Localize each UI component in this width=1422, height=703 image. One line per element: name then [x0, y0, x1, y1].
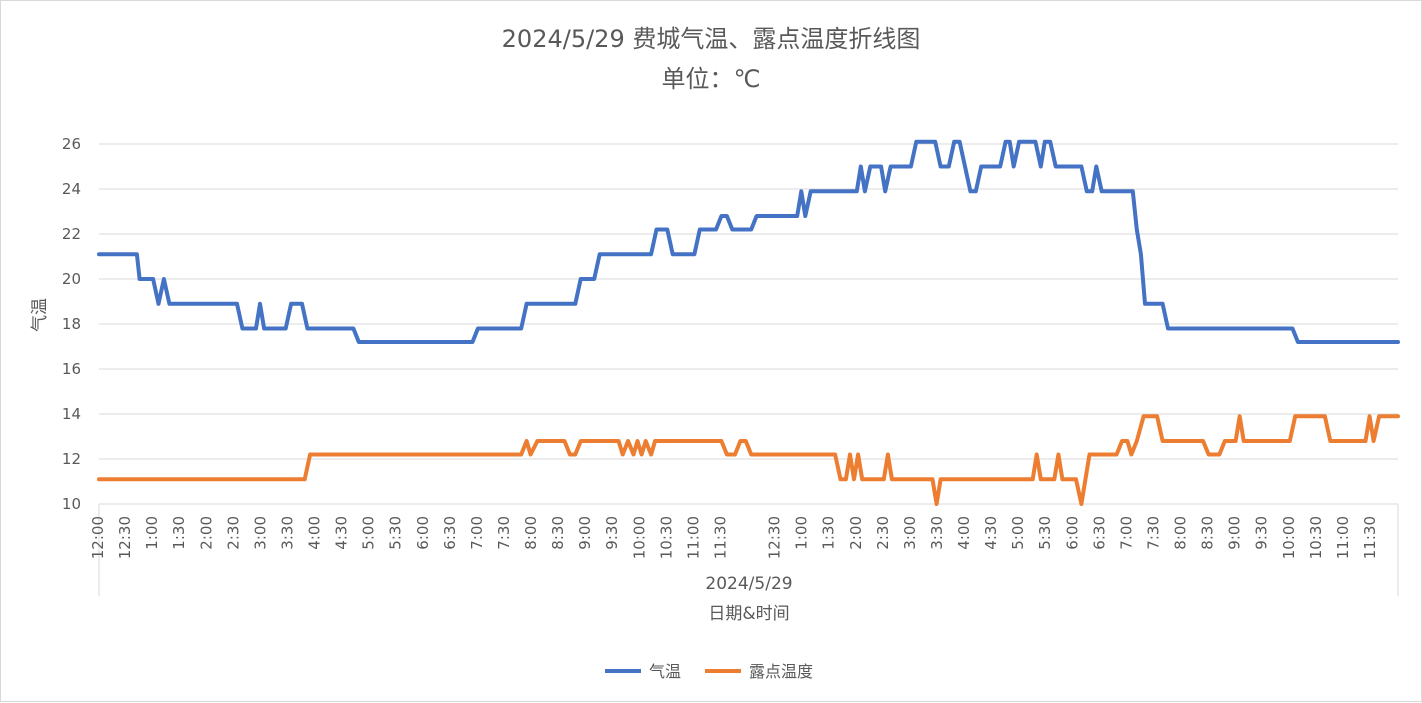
x-tick-label: 5:00: [360, 516, 378, 550]
x-tick-label: 5:30: [1036, 516, 1054, 550]
series-line-dewpoint: [97, 414, 1400, 506]
x-tick-label: 11:30: [711, 516, 729, 559]
y-axis-title: 气温: [30, 298, 50, 332]
x-tick-label: 8:30: [1199, 516, 1217, 550]
x-tick-label: 10:30: [1307, 516, 1325, 559]
x-tick-label: 1:30: [820, 516, 838, 550]
x-tick-label: 9:30: [1253, 516, 1271, 550]
x-tick-label: 2:00: [847, 516, 865, 550]
legend-label-dewpoint: 露点温度: [749, 662, 813, 681]
y-tick-label: 24: [62, 180, 81, 198]
x-tick-label: 10:00: [630, 516, 648, 559]
y-tick-label: 26: [62, 135, 81, 153]
x-tick-label: 3:30: [928, 516, 946, 550]
x-tick-label: 7:30: [495, 516, 513, 550]
x-tick-label: 9:30: [603, 516, 621, 550]
x-tick-label: 10:00: [1280, 516, 1298, 559]
chart-subtitle: 单位：℃: [662, 65, 761, 93]
x-tick-label: 5:30: [387, 516, 405, 550]
x-tick-label: 1:00: [793, 516, 811, 550]
series-line-temperature: [97, 139, 1400, 344]
gridlines: [98, 143, 1399, 596]
x-tick-label: 7:30: [1144, 516, 1162, 550]
x-tick-label: 12:00: [89, 516, 107, 559]
x-tick-label: 7:00: [1117, 516, 1135, 550]
x-tick-label: 4:00: [306, 516, 324, 550]
y-tick-label: 14: [62, 405, 81, 423]
x-tick-label: 2:30: [874, 516, 892, 550]
x-tick-label: 6:00: [414, 516, 432, 550]
x-tick-label: 11:00: [684, 516, 702, 559]
x-tick-label: 4:30: [982, 516, 1000, 550]
x-tick-label: 1:30: [170, 516, 188, 550]
x-tick-label: 4:00: [955, 516, 973, 550]
y-tick-label: 22: [62, 225, 81, 243]
x-tick-label: 5:00: [1009, 516, 1027, 550]
x-tick-label: 6:30: [1090, 516, 1108, 550]
x-tick-label: 9:00: [1226, 516, 1244, 550]
x-tick-label: 4:30: [333, 516, 351, 550]
legend-label-temperature: 气温: [649, 662, 681, 681]
legend: 气温 露点温度: [605, 662, 813, 681]
x-tick-label: 8:00: [1172, 516, 1190, 550]
x-tick-label: 7:00: [468, 516, 486, 550]
x-tick-label: 1:00: [143, 516, 161, 550]
y-tick-label: 12: [62, 450, 81, 468]
x-tick-label: 2:30: [224, 516, 242, 550]
x-tick-label: 8:00: [522, 516, 540, 550]
x-tick-label: 3:00: [901, 516, 919, 550]
series-lines: [97, 139, 1400, 506]
y-axis-ticks: 10 12 14 16 18 20 22 24 26: [62, 135, 81, 513]
x-tick-label: 6:30: [441, 516, 459, 550]
y-tick-label: 18: [62, 315, 81, 333]
x-tick-label: 9:00: [576, 516, 594, 550]
x-tick-label: 2:00: [197, 516, 215, 550]
x-tick-label: 11:00: [1334, 516, 1352, 559]
x-tick-label: 6:00: [1063, 516, 1081, 550]
y-tick-label: 10: [62, 495, 81, 513]
x-tick-label: 12:30: [766, 516, 784, 559]
x-axis-ticks: 12:00 12:30 1:00 1:30 2:00 2:30 3:00 3:30 4:00 4:…: [89, 516, 1379, 559]
x-tick-label: 12:30: [116, 516, 134, 559]
x-tick-label: 3:30: [278, 516, 296, 550]
y-tick-label: 16: [62, 360, 81, 378]
x-tick-label: 11:30: [1361, 516, 1379, 559]
y-tick-label: 20: [62, 270, 81, 288]
x-tick-label: 8:30: [549, 516, 567, 550]
chart-title: 2024/5/29 费城气温、露点温度折线图: [502, 25, 921, 53]
x-axis-group-label: 2024/5/29: [705, 574, 792, 594]
x-tick-label: 10:30: [657, 516, 675, 559]
x-tick-label: 3:00: [251, 516, 269, 550]
x-axis-title: 日期&时间: [708, 604, 789, 624]
